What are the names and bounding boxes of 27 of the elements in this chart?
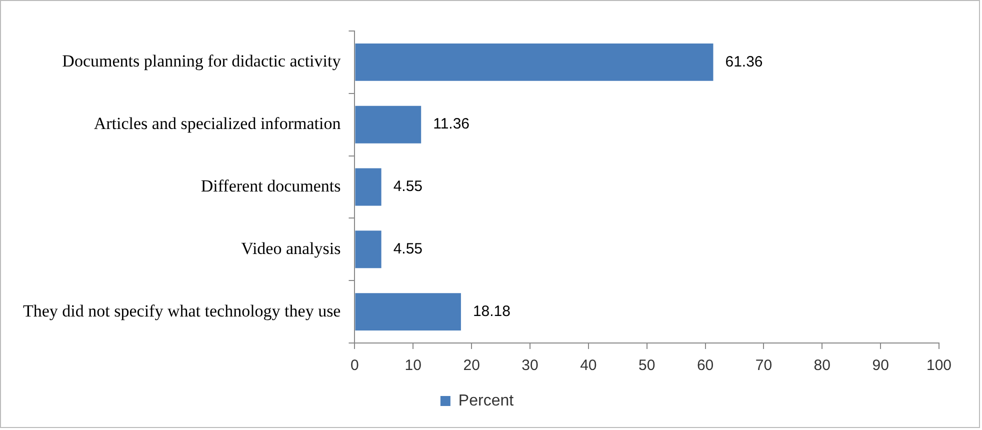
x-tick-label: 10: [404, 357, 422, 374]
x-tick-label: 80: [814, 357, 830, 374]
y-tick-label: Video analysis: [241, 238, 341, 258]
bar: [355, 43, 714, 81]
data-label: 4.55: [393, 178, 423, 196]
x-tick-label: 20: [463, 357, 480, 374]
data-label: 61.36: [725, 53, 763, 70]
x-tick-label: 90: [872, 357, 889, 374]
y-tick-label: They did not specify what technology they use: [22, 301, 341, 320]
x-tick-label: 40: [580, 357, 597, 374]
x-tick-label: 70: [755, 357, 772, 374]
x-tick-label: 60: [696, 357, 714, 374]
y-tick-label: Different documents: [200, 176, 341, 196]
bar: [355, 293, 461, 331]
legend-label: Percent: [458, 392, 514, 410]
x-tick-label: 50: [638, 357, 656, 374]
data-label: 4.55: [393, 240, 423, 258]
data-label: 18.18: [472, 302, 510, 320]
data-label: 11.36: [433, 116, 470, 133]
y-tick-label: Articles and specialized information: [94, 114, 342, 134]
bar: [355, 168, 382, 206]
x-tick-label: 0: [350, 357, 359, 374]
bar: [355, 106, 422, 144]
y-tick-label: Documents planning for didactic activity: [62, 52, 342, 71]
x-tick-label: 30: [522, 357, 538, 374]
x-tick-label: 100: [926, 357, 952, 374]
bar: [355, 230, 382, 268]
